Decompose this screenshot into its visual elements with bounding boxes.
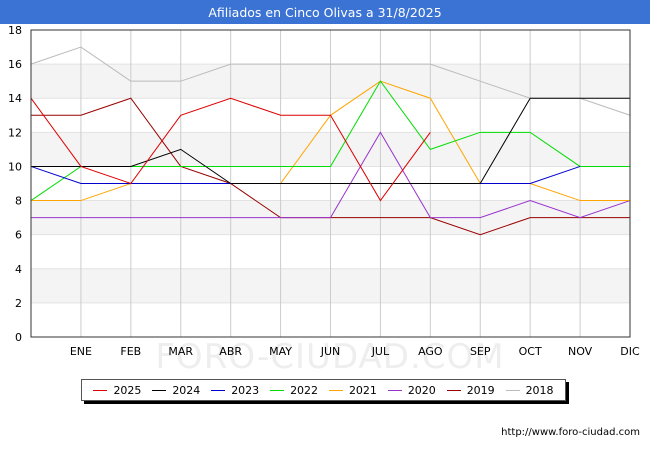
legend-item-2020: 2020 — [387, 383, 436, 397]
legend: 2025 2024 2023 2022 2021 2020 2019 2018 — [81, 379, 566, 401]
y-tick-label: 16 — [8, 58, 22, 71]
x-tick-label: JUL — [371, 345, 390, 358]
y-tick-label: 2 — [15, 297, 22, 310]
legend-label: 2022 — [290, 383, 319, 397]
legend-swatch — [270, 389, 285, 391]
x-axis-labels: ENE FEB MAR ABR MAY JUN JUL AGO SEP OCT NOV DIC — [70, 345, 640, 358]
x-tick-label: SEP — [470, 345, 491, 358]
series-line-2025 — [30, 97, 431, 202]
y-axis-labels: 0 2 4 6 8 10 12 14 16 18 — [8, 24, 22, 344]
x-tick-label: MAR — [168, 345, 193, 358]
legend-item-2023: 2023 — [211, 384, 259, 397]
x-tick-label: OCT — [519, 345, 542, 358]
y-tick-label: 6 — [15, 229, 22, 242]
legend-item-2018: 2018 — [505, 383, 554, 397]
series-lines — [30, 46, 631, 236]
x-tick-label: JUN — [320, 345, 341, 358]
legend-swatch — [211, 389, 226, 391]
y-tick-label: 0 — [15, 331, 22, 344]
legend-swatch — [93, 389, 108, 391]
y-tick-label: 12 — [8, 126, 22, 139]
legend-label: 2024 — [172, 383, 201, 397]
legend-label: 2018 — [525, 383, 554, 397]
y-tick-label: 8 — [15, 195, 22, 208]
legend-swatch — [152, 389, 167, 391]
legend-item-2024: 2024 — [152, 384, 200, 397]
x-tick-label: DIC — [620, 345, 640, 358]
series-line-2024 — [31, 97, 630, 184]
legend-item-2021: 2021 — [328, 383, 377, 397]
legend-label: 2021 — [348, 383, 377, 397]
legend-label: 2020 — [407, 383, 436, 397]
legend-label: 2025 — [113, 383, 142, 397]
x-tick-label: FEB — [120, 345, 141, 358]
legend-item-2025: 2025 — [93, 384, 141, 397]
legend-label: 2019 — [466, 383, 495, 397]
legend-item-2022: 2022 — [270, 384, 318, 397]
legend-label: 2023 — [231, 383, 260, 397]
plot-frame — [30, 29, 631, 338]
legend-swatch — [387, 389, 402, 391]
legend-swatch — [446, 389, 461, 391]
x-tick-label: ENE — [70, 345, 92, 358]
legend-swatch — [328, 389, 343, 391]
x-tick-label: ABR — [219, 345, 242, 358]
x-tick-label: AGO — [418, 345, 443, 358]
x-tick-label: NOV — [568, 345, 593, 358]
y-tick-label: 14 — [8, 92, 22, 105]
y-tick-label: 10 — [8, 160, 22, 173]
legend-swatch — [505, 389, 520, 391]
source-credit: http://www.foro-ciudad.com — [501, 427, 640, 438]
y-tick-label: 4 — [15, 263, 22, 276]
watermark: FORO-CIUDAD.COM — [155, 337, 504, 377]
chart-title: Afiliados en Cinco Olivas a 31/8/2025 — [0, 0, 650, 24]
x-tick-label: MAY — [269, 345, 292, 358]
y-tick-label: 18 — [8, 24, 22, 37]
series-line-2020 — [31, 131, 631, 219]
legend-item-2019: 2019 — [446, 383, 495, 397]
